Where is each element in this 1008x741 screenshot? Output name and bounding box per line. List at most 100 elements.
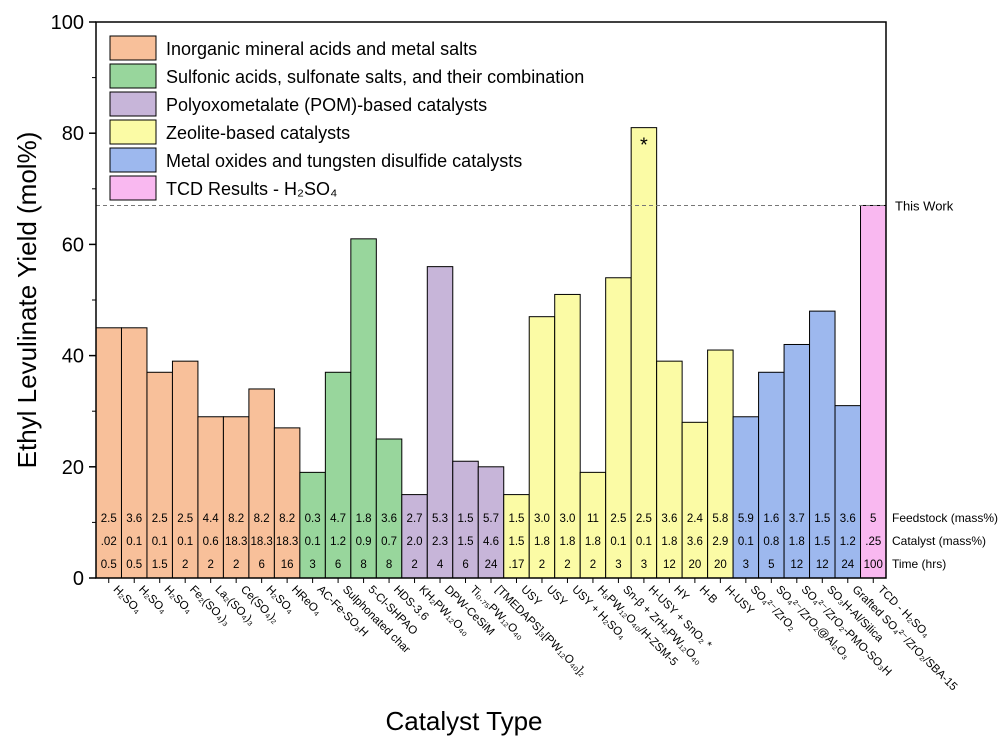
bar-19 — [554, 293, 581, 579]
feedstock-value-13: 2.7 — [407, 513, 423, 525]
time-value-14: 4 — [437, 559, 444, 571]
catalyst-row-label: Catalyst (mass%) — [892, 534, 986, 548]
feedstock-value-16: 5.7 — [483, 513, 499, 525]
catalyst-value-2: 0.1 — [126, 536, 142, 548]
feedstock-value-28: 3.7 — [789, 513, 805, 525]
time-value-20: 2 — [590, 559, 596, 571]
time-value-11: 8 — [360, 559, 366, 571]
x-tick-label-23: HY — [671, 584, 691, 604]
time-value-3: 1.5 — [152, 559, 168, 571]
bar-2 — [120, 327, 148, 579]
reference-line-layer: This Work * — [96, 135, 954, 213]
y-tick-label-20: 20 — [62, 457, 84, 479]
time-value-22: 3 — [641, 559, 647, 571]
x-axis-title: Catalyst Type — [385, 706, 542, 736]
catalyst-value-25: 2.9 — [712, 536, 728, 548]
legend: Inorganic mineral acids and metal salts S… — [109, 35, 584, 201]
catalyst-value-15: 1.5 — [458, 536, 474, 548]
legend-label-2: Sulfonic acids, sulfonate salts, and the… — [166, 67, 584, 87]
catalyst-value-21: 0.1 — [610, 536, 626, 548]
table-rows-layer: 2.5 3.6 2.5 2.5 4.4 8.2 8.2 8.2 0.3 4.7 1.8 3.6 2.7 5… — [101, 511, 998, 571]
feedstock-value-3: 2.5 — [152, 513, 168, 525]
feedstock-value-15: 1.5 — [458, 513, 474, 525]
bar-20 — [579, 471, 607, 579]
feedstock-value-1: 2.5 — [101, 513, 117, 525]
feedstock-value-12: 3.6 — [381, 513, 397, 525]
catalyst-value-4: 0.1 — [177, 536, 193, 548]
feedstock-value-19: 3.0 — [559, 513, 575, 525]
bar-21 — [605, 277, 632, 579]
time-value-28: 12 — [790, 559, 803, 571]
time-value-31: 100 — [864, 559, 883, 571]
legend-swatch-2 — [109, 63, 157, 89]
y-tick-label-40: 40 — [62, 346, 84, 368]
catalyst-value-29: 1.5 — [814, 536, 830, 548]
time-value-25: 20 — [714, 559, 727, 571]
bar-11 — [350, 238, 377, 579]
catalyst-value-13: 2.0 — [407, 536, 423, 548]
catalyst-value-20: 1.8 — [585, 536, 601, 548]
feedstock-value-5: 4.4 — [203, 513, 220, 525]
y-tick-label-60: 60 — [62, 234, 84, 256]
feedstock-value-22: 2.5 — [636, 513, 652, 525]
y-axis-title: Ethyl Levulinate Yield (mol%) — [12, 132, 42, 469]
catalyst-value-6: 18.3 — [225, 536, 247, 548]
time-value-26: 3 — [743, 559, 749, 571]
legend-swatch-4 — [109, 119, 157, 145]
bar-30 — [834, 405, 862, 579]
annotation-star-1: * — [640, 135, 648, 157]
catalyst-value-31: .25 — [865, 536, 881, 548]
feedstock-value-10: 4.7 — [330, 513, 346, 525]
x-tick-label-24: H-B — [697, 584, 720, 607]
catalyst-value-17: 1.5 — [508, 536, 524, 548]
catalyst-value-1: .02 — [101, 536, 117, 548]
catalyst-value-9: 0.1 — [305, 536, 321, 548]
bar-8 — [273, 427, 301, 579]
time-value-6: 2 — [233, 559, 239, 571]
catalyst-value-7: 18.3 — [250, 536, 272, 548]
legend-label-1: Inorganic mineral acids and metal salts — [166, 39, 477, 59]
feedstock-value-29: 1.5 — [814, 513, 830, 525]
feedstock-value-4: 2.5 — [177, 513, 193, 525]
catalyst-value-16: 4.6 — [483, 536, 499, 548]
time-value-16: 24 — [485, 559, 498, 571]
catalyst-value-3: 0.1 — [152, 536, 168, 548]
legend-swatch-5 — [109, 147, 157, 173]
time-value-10: 6 — [335, 559, 341, 571]
y-tick-label-100: 100 — [51, 12, 84, 34]
legend-swatch-3 — [109, 91, 157, 117]
legend-label-5: Metal oxides and tungsten disulfide cata… — [166, 151, 522, 171]
time-value-9: 3 — [309, 559, 315, 571]
time-value-2: 0.5 — [126, 559, 142, 571]
bar-16 — [477, 466, 505, 579]
feedstock-value-21: 2.5 — [610, 513, 626, 525]
x-tick-label-30: Grafted SO₄²⁻/ZrO₂/SBA-15 — [850, 584, 960, 694]
catalyst-value-30: 1.2 — [840, 536, 856, 548]
time-value-30: 24 — [841, 559, 854, 571]
bar-14 — [426, 266, 454, 579]
legend-swatch-1 — [109, 35, 157, 61]
feedstock-value-23: 3.6 — [661, 513, 677, 525]
bar-29 — [809, 310, 836, 579]
feedstock-value-9: 0.3 — [305, 513, 321, 525]
feedstock-value-11: 1.8 — [356, 513, 372, 525]
time-value-5: 2 — [207, 559, 213, 571]
time-value-21: 3 — [615, 559, 621, 571]
time-value-17: .17 — [508, 559, 524, 571]
time-value-27: 5 — [768, 559, 774, 571]
legend-swatch-6 — [109, 175, 157, 201]
catalyst-value-10: 1.2 — [330, 536, 346, 548]
legend-label-3: Polyoxometalate (POM)-based catalysts — [166, 95, 487, 115]
feedstock-value-20: 11 — [587, 513, 599, 525]
time-value-15: 6 — [462, 559, 468, 571]
catalyst-value-18: 1.8 — [534, 536, 550, 548]
catalyst-value-8: 18.3 — [276, 536, 298, 548]
catalyst-value-24: 3.6 — [687, 536, 703, 548]
feedstock-value-18: 3.0 — [534, 513, 550, 525]
bar-5 — [197, 416, 224, 579]
bar-27 — [758, 371, 785, 579]
bar-22 — [630, 127, 658, 579]
feedstock-value-30: 3.6 — [840, 513, 856, 525]
